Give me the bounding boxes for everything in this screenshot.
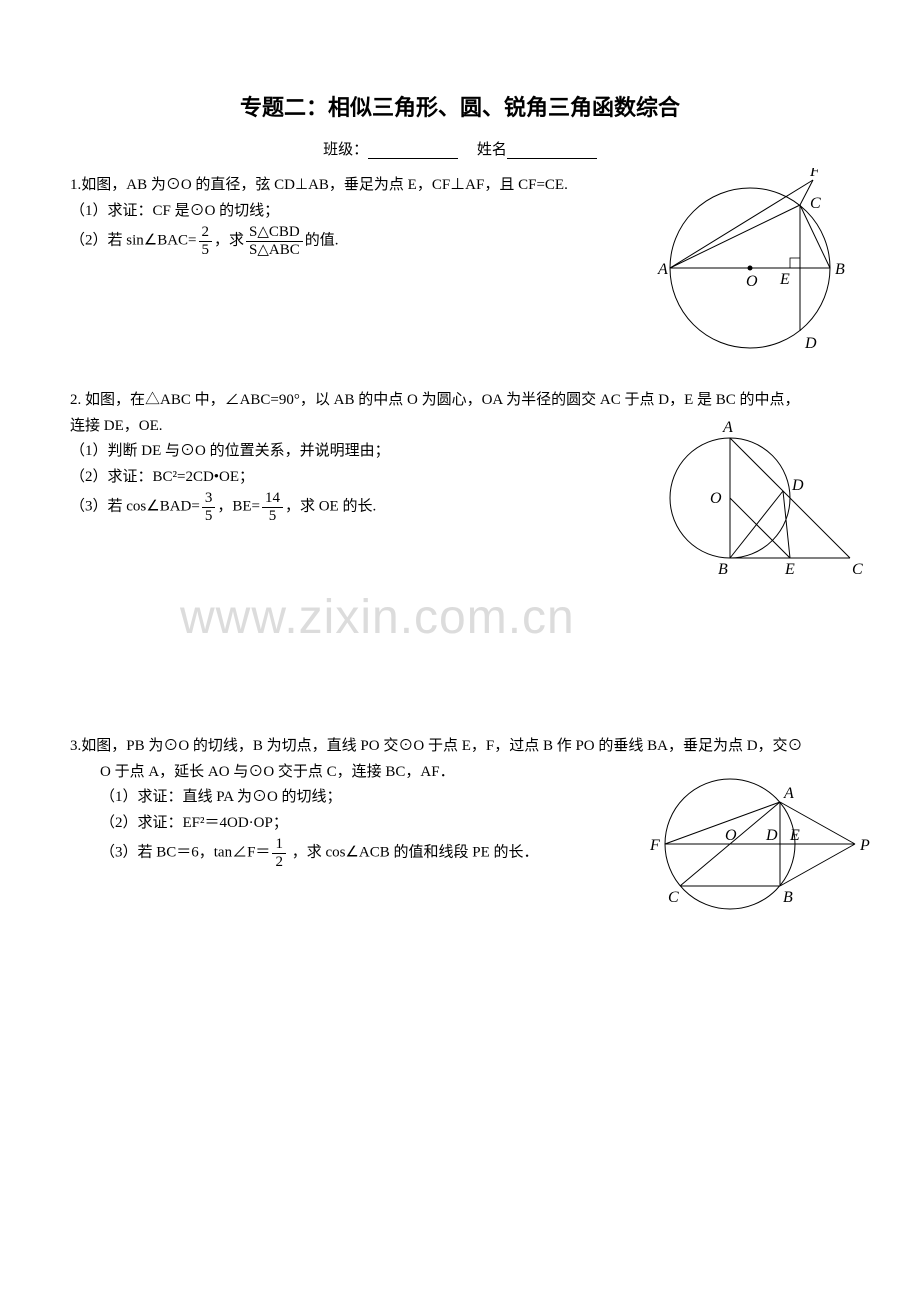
p1-figure: A B C D E F O <box>650 168 870 368</box>
p1-frac1: 25 <box>199 224 213 258</box>
fig-label: C <box>810 195 821 212</box>
p3-q1: （1）求证：直线 PA 为⊙O 的切线； <box>100 785 630 811</box>
p1-frac2: S△CBDS△ABC <box>246 224 303 258</box>
p1-stem: 1.如图，AB 为⊙O 的直径，弦 CD⊥AB，垂足为点 E，CF⊥AF，且 C… <box>70 173 630 199</box>
problem-2: 2. 如图，在△ABC 中，∠ABC=90°，以 AB 的中点 O 为圆心，OA… <box>70 388 850 524</box>
p2-frac1: 35 <box>202 490 216 524</box>
p3-q3a: （3）若 BC＝6，tan∠F＝ <box>100 844 270 860</box>
p3-q3b: ，求 cos∠ACB 的值和线段 PE 的长． <box>288 844 539 860</box>
p3-q3: （3）若 BC＝6，tan∠F＝12 ，求 cos∠ACB 的值和线段 PE 的… <box>100 836 630 870</box>
p2-q3c: ，求 OE 的长. <box>285 498 376 514</box>
class-blank <box>368 143 458 159</box>
page-title: 专题二：相似三角形、圆、锐角三角函数综合 <box>70 90 850 122</box>
frac-den: 5 <box>262 508 283 525</box>
fig-label: D <box>804 335 817 352</box>
p2-q2: （2）求证：BC²=2CD•OE； <box>70 465 630 491</box>
p3-frac: 12 <box>272 836 286 870</box>
p1-q2a: （2）若 sin∠BAC= <box>70 232 197 248</box>
p3-stem-a: 3.如图，PB 为⊙O 的切线，B 为切点，直线 PO 交⊙O 于点 E，F，过… <box>70 734 850 760</box>
fig-label: F <box>649 837 660 854</box>
p2-frac2: 145 <box>262 490 283 524</box>
name-blank <box>507 143 597 159</box>
fig-label: D <box>765 827 778 844</box>
fig-label: B <box>783 889 793 906</box>
fig-label: O <box>746 273 758 290</box>
fig-label: P <box>859 837 870 854</box>
frac-num: 1 <box>272 836 286 854</box>
frac-den: 5 <box>199 242 213 259</box>
p3-q2: （2）求证：EF²＝4OD·OP； <box>100 811 630 837</box>
p1-q2: （2）若 sin∠BAC=25，求S△CBDS△ABC的值. <box>70 224 630 258</box>
fig-label: A <box>722 419 733 436</box>
p3-figure: A B C D E F O P <box>640 764 880 934</box>
problem-1: 1.如图，AB 为⊙O 的直径，弦 CD⊥AB，垂足为点 E，CF⊥AF，且 C… <box>70 173 850 258</box>
fig-label: A <box>657 261 668 278</box>
fig-label: F <box>809 168 820 180</box>
frac-den: 2 <box>272 854 286 871</box>
fig-label: C <box>668 889 679 906</box>
p1-q2c: 的值. <box>305 232 339 248</box>
frac-num: 14 <box>262 490 283 508</box>
fig-label: A <box>783 785 794 802</box>
p2-q3b: ，BE= <box>217 498 260 514</box>
document-page: 专题二：相似三角形、圆、锐角三角函数综合 班级： 姓名 1.如图，AB 为⊙O … <box>0 0 920 950</box>
fig-label: B <box>835 261 845 278</box>
p2-stem-a: 2. 如图，在△ABC 中，∠ABC=90°，以 AB 的中点 O 为圆心，OA… <box>70 388 850 414</box>
fig-label: B <box>718 561 728 578</box>
frac-num: S△CBD <box>246 224 303 242</box>
p2-figure: A B C D E O <box>660 418 870 588</box>
name-label: 姓名 <box>477 142 507 158</box>
p2-q1: （1）判断 DE 与⊙O 的位置关系，并说明理由； <box>70 439 630 465</box>
p2-q3a: （3）若 cos∠BAD= <box>70 498 200 514</box>
p1-q2b: ，求 <box>214 232 244 248</box>
frac-den: S△ABC <box>246 242 303 259</box>
fig-label: E <box>784 561 795 578</box>
p2-q3: （3）若 cos∠BAD=35，BE=145，求 OE 的长. <box>70 490 630 524</box>
fig-label: O <box>725 827 737 844</box>
problem-3: 3.如图，PB 为⊙O 的切线，B 为切点，直线 PO 交⊙O 于点 E，F，过… <box>70 734 850 870</box>
frac-num: 3 <box>202 490 216 508</box>
p3-stem-b: O 于点 A，延长 AO 与⊙O 交于点 C，连接 BC，AF． <box>100 760 630 786</box>
fig-label: E <box>789 827 800 844</box>
fig-label: O <box>710 490 722 507</box>
student-info: 班级： 姓名 <box>70 138 850 159</box>
fig-label: E <box>779 271 790 288</box>
fig-label: C <box>852 561 863 578</box>
frac-num: 2 <box>199 224 213 242</box>
p1-q1: （1）求证：CF 是⊙O 的切线； <box>70 199 630 225</box>
fig-label: D <box>791 477 804 494</box>
class-label: 班级： <box>323 142 368 158</box>
frac-den: 5 <box>202 508 216 525</box>
